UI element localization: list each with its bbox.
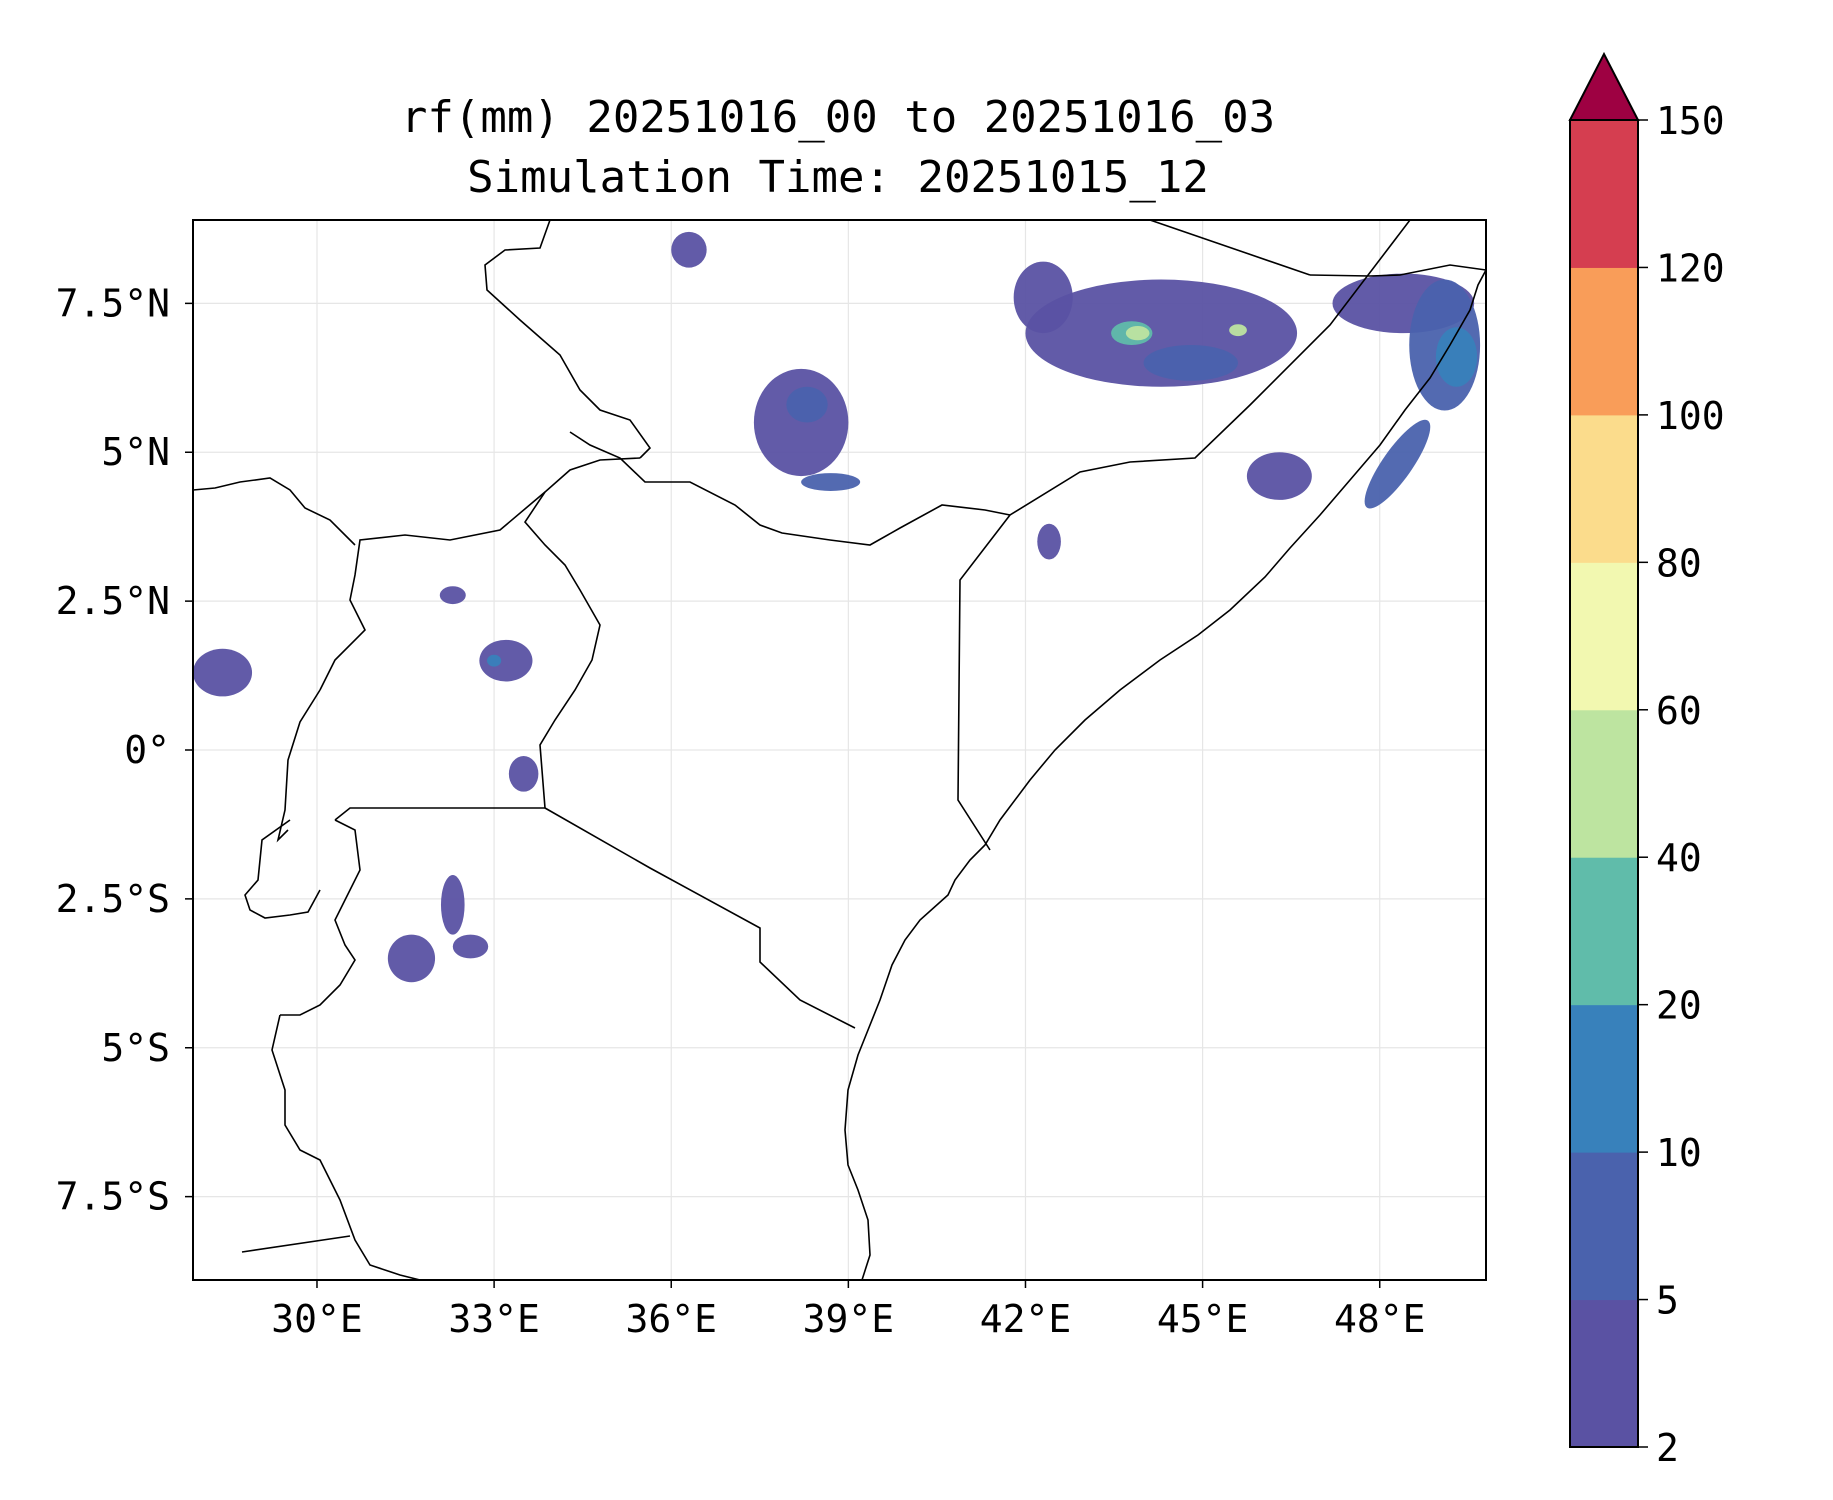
border-zambia bbox=[241, 1235, 351, 1253]
border-southsudan-ethiopia bbox=[484, 220, 652, 459]
title-line-2: Simulation Time: 20251015_12 bbox=[467, 152, 1209, 203]
colorbar-segment bbox=[1570, 1299, 1638, 1448]
rainfall-layer bbox=[193, 231, 1481, 983]
rain-cell bbox=[1229, 324, 1247, 337]
border-uganda-southsudan bbox=[319, 491, 546, 691]
rain-cell bbox=[1125, 326, 1150, 341]
border-djibouti bbox=[1149, 220, 1311, 276]
colorbar-segment bbox=[1570, 709, 1638, 858]
colorbar-tick-label: 5 bbox=[1656, 1279, 1679, 1323]
lon-tick-label: 39°E bbox=[803, 1297, 895, 1341]
colorbar-frame bbox=[1569, 119, 1639, 1448]
colorbar-tick-label: 150 bbox=[1656, 99, 1725, 143]
colorbar-segment bbox=[1570, 120, 1638, 268]
colorbar-segment bbox=[1570, 1004, 1638, 1153]
border-drc-uganda bbox=[193, 477, 356, 546]
border-kenya-tanzania bbox=[544, 807, 856, 1029]
colorbar-tick-label: 20 bbox=[1656, 984, 1702, 1028]
border-west-uganda bbox=[276, 689, 321, 843]
rain-cell bbox=[1037, 523, 1061, 560]
colorbar: 2 5 10 20 40 60 80 100 120 150 bbox=[1568, 51, 1725, 1470]
rain-cell bbox=[508, 755, 539, 792]
lon-tick-label: 48°E bbox=[1334, 1297, 1426, 1341]
rain-cell bbox=[753, 368, 849, 477]
lon-tick-label: 33°E bbox=[448, 1297, 540, 1341]
lat-tick-label: 2.5°S bbox=[56, 877, 170, 921]
lat-tick-label: 5°N bbox=[101, 430, 170, 474]
map-gridlines bbox=[193, 220, 1486, 1280]
rain-cell bbox=[786, 386, 828, 423]
rain-cell bbox=[193, 648, 253, 697]
rain-cell bbox=[387, 934, 436, 983]
colorbar-tick-label: 40 bbox=[1656, 836, 1702, 880]
gulf-of-aden-coast bbox=[1309, 264, 1486, 277]
rain-cell bbox=[671, 231, 707, 268]
rain-cell bbox=[452, 934, 489, 959]
border-rwanda-outline bbox=[244, 819, 321, 919]
rain-cell bbox=[440, 875, 465, 935]
colorbar-segment bbox=[1570, 857, 1638, 1006]
map-boundaries bbox=[193, 220, 1486, 1280]
colorbar-segment bbox=[1570, 1152, 1638, 1301]
border-kenya-uganda bbox=[523, 457, 641, 809]
border-uganda-tanzania bbox=[334, 807, 545, 821]
colorbar-tick-label: 120 bbox=[1656, 246, 1725, 290]
rain-cell bbox=[801, 473, 861, 491]
title-line-1: rf(mm) 20251016_00 to 20251016_03 bbox=[401, 92, 1275, 143]
colorbar-extend-arrow bbox=[1568, 51, 1640, 121]
colorbar-segment bbox=[1570, 562, 1638, 711]
colorbar-tick-label: 80 bbox=[1656, 541, 1702, 585]
lon-tick-label: 42°E bbox=[980, 1297, 1072, 1341]
rain-cell bbox=[1364, 419, 1431, 509]
lat-tick-label: 0° bbox=[124, 728, 170, 772]
rain-cell bbox=[1246, 452, 1312, 500]
colorbar-segment bbox=[1570, 267, 1638, 416]
lon-tick-label: 30°E bbox=[271, 1297, 363, 1341]
colorbar-tick-label: 2 bbox=[1656, 1426, 1679, 1470]
lat-tick-label: 7.5°N bbox=[56, 281, 170, 325]
rain-cell bbox=[1143, 345, 1239, 381]
rain-cell bbox=[479, 639, 533, 682]
rain-cell bbox=[439, 586, 466, 605]
border-rwanda-burundi bbox=[280, 819, 361, 1016]
colorbar-tick-label: 60 bbox=[1656, 689, 1702, 733]
colorbar-tick-label: 100 bbox=[1656, 394, 1725, 438]
lat-tick-label: 5°S bbox=[101, 1026, 170, 1070]
rain-cell bbox=[487, 654, 502, 667]
border-ethiopia-kenya bbox=[569, 431, 1011, 546]
lake-tanganyika-shore bbox=[271, 1014, 421, 1280]
rain-cell bbox=[1013, 261, 1073, 334]
colorbar-segment bbox=[1570, 414, 1638, 563]
lon-tick-label: 36°E bbox=[625, 1297, 717, 1341]
border-ethiopia-somalia bbox=[957, 220, 1411, 851]
latitude-tick-labels: 7.5°N 5°N 2.5°N 0° 2.5°S 5°S 7.5°S bbox=[56, 281, 193, 1219]
coastline bbox=[844, 269, 1486, 1280]
rain-cell bbox=[1435, 327, 1478, 387]
lon-tick-label: 45°E bbox=[1157, 1297, 1249, 1341]
lat-tick-label: 7.5°S bbox=[56, 1175, 170, 1219]
longitude-tick-labels: 30°E 33°E 36°E 39°E 42°E 45°E 48°E bbox=[271, 1280, 1425, 1341]
colorbar-tick-label: 10 bbox=[1656, 1131, 1702, 1175]
lat-tick-label: 2.5°N bbox=[56, 579, 170, 623]
